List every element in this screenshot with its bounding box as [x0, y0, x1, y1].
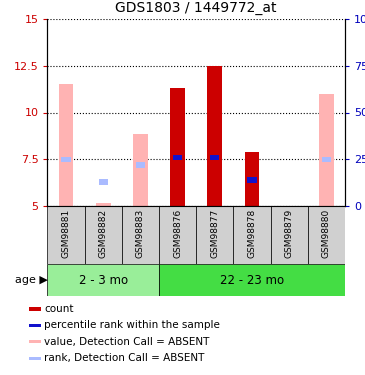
Title: GDS1803 / 1449772_at: GDS1803 / 1449772_at — [115, 1, 277, 15]
Bar — [159, 264, 345, 296]
Bar — [29, 324, 41, 327]
Text: GSM98883: GSM98883 — [136, 209, 145, 258]
Bar — [170, 88, 185, 206]
Bar — [61, 157, 71, 162]
Bar — [85, 206, 122, 264]
Bar — [47, 206, 85, 264]
Bar — [322, 157, 331, 162]
Bar — [59, 84, 73, 206]
Bar — [247, 177, 257, 183]
Text: value, Detection Call = ABSENT: value, Detection Call = ABSENT — [44, 337, 210, 347]
Bar — [133, 134, 148, 206]
Bar — [29, 357, 41, 360]
Text: 22 - 23 mo: 22 - 23 mo — [220, 274, 284, 287]
Bar — [210, 154, 219, 160]
Text: GSM98879: GSM98879 — [285, 209, 294, 258]
Text: GSM98877: GSM98877 — [210, 209, 219, 258]
Text: GSM98876: GSM98876 — [173, 209, 182, 258]
Bar — [47, 264, 159, 296]
Text: rank, Detection Call = ABSENT: rank, Detection Call = ABSENT — [44, 353, 204, 363]
Text: GSM98881: GSM98881 — [62, 209, 70, 258]
Bar — [122, 206, 159, 264]
Text: GSM98882: GSM98882 — [99, 209, 108, 258]
Bar — [159, 206, 196, 264]
Bar — [173, 154, 182, 160]
Bar — [245, 152, 260, 206]
Text: GSM98880: GSM98880 — [322, 209, 331, 258]
Bar — [196, 206, 233, 264]
Text: age ▶: age ▶ — [15, 275, 47, 285]
Bar — [207, 66, 222, 206]
Bar — [308, 206, 345, 264]
Bar — [136, 162, 145, 168]
Bar — [29, 308, 41, 310]
Text: count: count — [44, 304, 73, 314]
Text: GSM98878: GSM98878 — [247, 209, 257, 258]
Text: percentile rank within the sample: percentile rank within the sample — [44, 321, 220, 330]
Bar — [319, 94, 334, 206]
Bar — [99, 179, 108, 184]
Text: 2 - 3 mo: 2 - 3 mo — [79, 274, 128, 287]
Bar — [96, 202, 111, 206]
Bar — [29, 340, 41, 344]
Bar — [270, 206, 308, 264]
Bar — [233, 206, 270, 264]
